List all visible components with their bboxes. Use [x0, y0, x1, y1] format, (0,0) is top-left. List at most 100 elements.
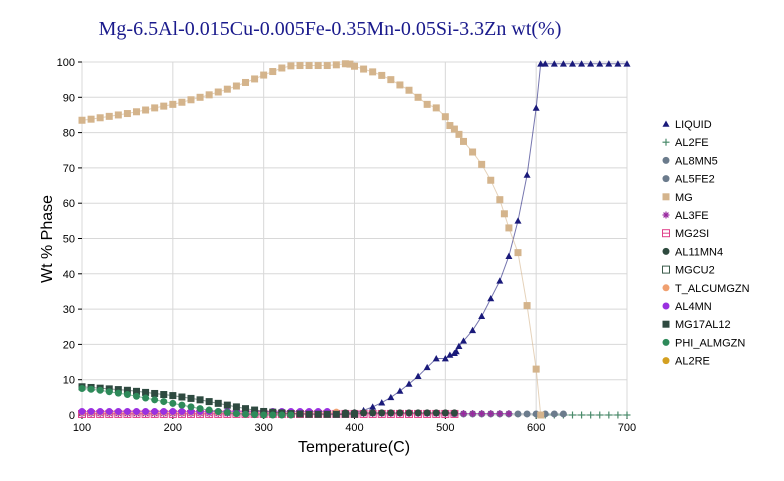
data-point-phi-almgzn — [151, 396, 159, 404]
data-point-phi-almgzn — [123, 391, 131, 399]
data-point-al4mn — [87, 407, 95, 415]
data-point-al2fe — [605, 411, 613, 419]
data-point-mg17al12 — [260, 407, 268, 415]
data-point-al8mn5 — [559, 410, 567, 418]
data-point-phi-almgzn — [178, 401, 186, 409]
data-point-al3fe — [460, 410, 467, 418]
data-point-al3fe — [469, 410, 477, 418]
data-point-al4mn — [160, 407, 168, 415]
data-point-mg — [314, 62, 322, 70]
data-point-liquid — [541, 60, 549, 67]
data-point-al4mn — [142, 407, 150, 415]
data-point-al11mn4 — [378, 409, 386, 417]
data-point-mg17al12 — [160, 391, 168, 399]
data-point-mg17al12 — [133, 387, 140, 395]
data-point-liquid — [550, 60, 558, 67]
data-point-phi-almgzn — [214, 407, 222, 415]
data-point-mg — [432, 104, 440, 112]
legend-item-al2re: AL2RE — [662, 356, 710, 368]
legend-marker-al8mn5 — [662, 156, 670, 164]
data-point-liquid — [469, 326, 477, 334]
data-point-al4mn — [151, 407, 159, 415]
legend-label: AL3FE — [675, 210, 709, 222]
legend-label: MG2SI — [675, 228, 709, 240]
data-point-al11mn4 — [369, 409, 377, 417]
data-point-phi-almgzn — [278, 411, 286, 419]
data-point-liquid — [523, 171, 531, 178]
data-point-mg — [87, 115, 95, 123]
legend-item-al8mn5: AL8MN5 — [662, 155, 718, 167]
x-tick-label: 500 — [436, 422, 454, 434]
data-point-mg17al12 — [296, 410, 304, 418]
data-point-mg — [160, 102, 168, 110]
data-point-phi-almgzn — [196, 405, 204, 413]
data-point-mg — [251, 75, 259, 83]
data-point-mg — [242, 78, 249, 86]
legend-label: AL4MN — [675, 301, 712, 313]
data-point-liquid — [478, 312, 486, 319]
data-point-mg — [514, 249, 522, 257]
legend-label: LIQUID — [675, 119, 712, 131]
data-point-mg17al12 — [214, 399, 222, 407]
data-point-al4mn — [96, 407, 104, 415]
data-point-mg — [332, 61, 340, 69]
data-point-liquid — [496, 277, 504, 284]
y-axis-ticks: 0 10 20 30 40 50 60 70 80 90 100 — [57, 57, 82, 422]
legend: LIQUID AL2FE AL8MN5 AL5FE2 MG AL3FE MG2SI AL11M… — [662, 119, 750, 368]
data-point-al4mn — [123, 407, 131, 415]
data-point-mg17al12 — [169, 392, 177, 400]
data-point-al2fe — [587, 411, 595, 419]
data-point-phi-almgzn — [287, 411, 295, 419]
data-point-mg — [378, 71, 386, 79]
data-point-mg17al12 — [114, 386, 122, 394]
chart-title: Mg-6.5Al-0.015Cu-0.005Fe-0.35Mn-0.05Si-3… — [98, 18, 562, 40]
data-point-mg17al12 — [223, 401, 231, 409]
data-point-liquid — [537, 60, 545, 67]
x-axis-ticks: 100 200 300 400 500 600 700 — [73, 415, 636, 434]
data-point-mg — [223, 85, 231, 93]
legend-label: MG — [675, 192, 693, 204]
data-point-mg — [446, 122, 454, 130]
data-point-liquid — [405, 380, 413, 387]
data-point-phi-almgzn — [187, 403, 195, 411]
data-point-liquid — [414, 372, 422, 379]
data-point-mg — [396, 81, 404, 89]
data-point-al4mn — [78, 407, 86, 415]
y-tick-label: 90 — [63, 92, 75, 104]
legend-marker-al11mn4 — [662, 247, 670, 255]
legend-marker-liquid — [662, 120, 670, 127]
data-point-al11mn4 — [387, 409, 395, 417]
x-tick-label: 300 — [254, 422, 272, 434]
data-point-liquid — [432, 355, 440, 362]
data-point-mg — [305, 62, 313, 70]
data-point-al3fe — [496, 410, 504, 418]
legend-label: AL2FE — [675, 137, 709, 149]
data-point-mg — [532, 365, 540, 373]
data-point-phi-almgzn — [142, 394, 150, 402]
data-point-liquid — [455, 342, 463, 349]
data-point-al11mn4 — [405, 409, 413, 417]
data-point-mg — [478, 160, 486, 168]
y-tick-label: 10 — [63, 375, 75, 387]
y-tick-label: 30 — [63, 304, 75, 316]
y-tick-label: 0 — [69, 410, 75, 422]
data-point-liquid — [441, 355, 449, 362]
data-point-phi-almgzn — [205, 406, 213, 414]
data-point-mg17al12 — [314, 410, 322, 418]
data-point-mg — [341, 60, 349, 68]
legend-marker-al5fe2 — [662, 175, 670, 183]
data-point-mg — [187, 96, 195, 104]
legend-item-al11mn4: AL11MN4 — [662, 246, 723, 258]
data-point-mg — [450, 125, 458, 133]
legend-item-mg2si: MG2SI — [662, 228, 709, 240]
data-point-al3fe — [487, 410, 495, 418]
data-point-mg — [387, 76, 395, 84]
legend-item-mgcu2: MGCU2 — [662, 265, 715, 277]
legend-label: PHI_ALMGZN — [675, 337, 745, 349]
data-point-mg — [260, 71, 268, 79]
data-point-phi-almgzn — [242, 410, 249, 418]
data-point-mg — [441, 113, 449, 121]
data-point-liquid — [596, 60, 604, 67]
data-point-mg — [123, 110, 131, 118]
